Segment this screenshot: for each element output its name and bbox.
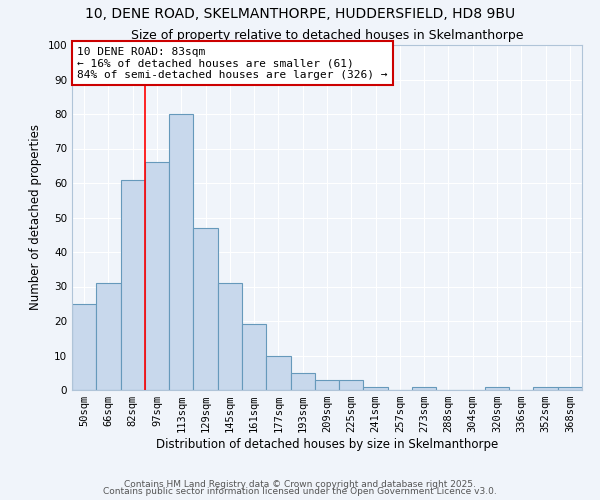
Text: 10 DENE ROAD: 83sqm
← 16% of detached houses are smaller (61)
84% of semi-detach: 10 DENE ROAD: 83sqm ← 16% of detached ho… bbox=[77, 46, 388, 80]
Bar bbox=[72, 304, 96, 390]
Bar bbox=[145, 162, 169, 390]
Bar bbox=[533, 386, 558, 390]
Text: 10, DENE ROAD, SKELMANTHORPE, HUDDERSFIELD, HD8 9BU: 10, DENE ROAD, SKELMANTHORPE, HUDDERSFIE… bbox=[85, 8, 515, 22]
Bar bbox=[218, 283, 242, 390]
Bar bbox=[485, 386, 509, 390]
Bar bbox=[193, 228, 218, 390]
Text: Contains HM Land Registry data © Crown copyright and database right 2025.: Contains HM Land Registry data © Crown c… bbox=[124, 480, 476, 489]
Bar bbox=[558, 386, 582, 390]
Bar bbox=[364, 386, 388, 390]
X-axis label: Distribution of detached houses by size in Skelmanthorpe: Distribution of detached houses by size … bbox=[156, 438, 498, 451]
Text: Contains public sector information licensed under the Open Government Licence v3: Contains public sector information licen… bbox=[103, 487, 497, 496]
Bar bbox=[290, 373, 315, 390]
Bar bbox=[96, 283, 121, 390]
Bar bbox=[169, 114, 193, 390]
Title: Size of property relative to detached houses in Skelmanthorpe: Size of property relative to detached ho… bbox=[131, 30, 523, 43]
Bar bbox=[315, 380, 339, 390]
Bar bbox=[266, 356, 290, 390]
Bar bbox=[339, 380, 364, 390]
Bar bbox=[412, 386, 436, 390]
Bar bbox=[121, 180, 145, 390]
Y-axis label: Number of detached properties: Number of detached properties bbox=[29, 124, 42, 310]
Bar bbox=[242, 324, 266, 390]
